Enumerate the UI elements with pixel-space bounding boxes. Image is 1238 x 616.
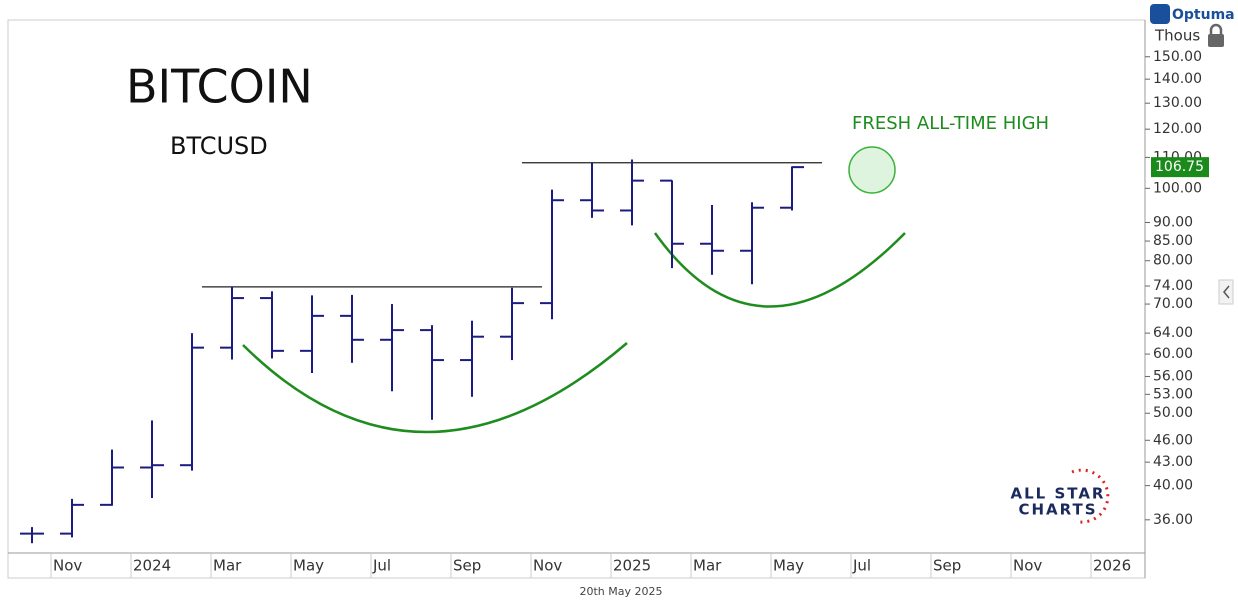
y-tick-label: 150.00: [1153, 49, 1202, 65]
date-label: 20th May 2025: [579, 585, 662, 598]
y-tick-label: 70.00: [1153, 296, 1193, 312]
side-toggle[interactable]: [1218, 279, 1234, 305]
y-tick-label: 60.00: [1153, 346, 1193, 362]
price-label-box: [1151, 157, 1209, 178]
x-tick-label: 2025: [613, 557, 651, 575]
brand-icon: [1150, 4, 1170, 24]
y-tick-label: 56.00: [1153, 368, 1193, 384]
x-tick-label: Jul: [852, 557, 871, 575]
lock-icon[interactable]: [1208, 34, 1224, 47]
y-tick-label: 85.00: [1153, 233, 1193, 249]
y-tick-label: 120.00: [1153, 121, 1202, 137]
cup-arc: [653, 232, 906, 308]
x-tick-label: Mar: [213, 557, 242, 575]
x-tick-label: May: [773, 557, 804, 575]
y-tick-label: 40.00: [1153, 478, 1193, 494]
y-tick-label: 36.00: [1153, 512, 1193, 528]
x-tick-label: Nov: [53, 557, 82, 575]
y-tick-label: 130.00: [1153, 95, 1202, 111]
annotation: FRESH ALL-TIME HIGH: [852, 113, 1049, 134]
chart-subtitle: BTCUSD: [170, 132, 268, 160]
x-tick-label: Sep: [453, 557, 481, 575]
highlight-circle: [848, 146, 896, 194]
y-tick-label: 64.00: [1153, 325, 1193, 341]
y-tick-label: 140.00: [1153, 71, 1202, 87]
y-tick-label: 46.00: [1153, 432, 1193, 448]
cup-arc: [242, 342, 628, 434]
x-tick-label: Sep: [933, 557, 961, 575]
y-tick-label: 90.00: [1153, 215, 1193, 231]
y-tick-label: 50.00: [1153, 405, 1193, 421]
watermark: ALL STAR: [1011, 485, 1106, 503]
y-tick-label: 53.00: [1153, 386, 1193, 402]
lock-shackle: [1209, 23, 1223, 34]
y-tick-label: 80.00: [1153, 253, 1193, 269]
price-label: 106.75: [1155, 159, 1204, 175]
y-tick-label: 74.00: [1153, 278, 1193, 294]
chart-title: BITCOIN: [126, 60, 313, 114]
x-tick-label: 2024: [133, 557, 171, 575]
y-unit: Thous: [1154, 27, 1200, 45]
y-tick-label: 43.00: [1153, 454, 1193, 470]
plot-frame: [7, 19, 1146, 579]
watermark: CHARTS: [1018, 501, 1097, 519]
x-tick-label: 2026: [1093, 557, 1131, 575]
chevron: [1223, 285, 1230, 299]
x-tick-label: May: [293, 557, 324, 575]
x-tick-label: Nov: [1013, 557, 1042, 575]
x-tick-label: Mar: [693, 557, 722, 575]
brand: Optuma: [1172, 7, 1235, 23]
x-tick-label: Jul: [372, 557, 391, 575]
y-tick-label: 100.00: [1153, 180, 1202, 196]
x-tick-label: Nov: [533, 557, 562, 575]
